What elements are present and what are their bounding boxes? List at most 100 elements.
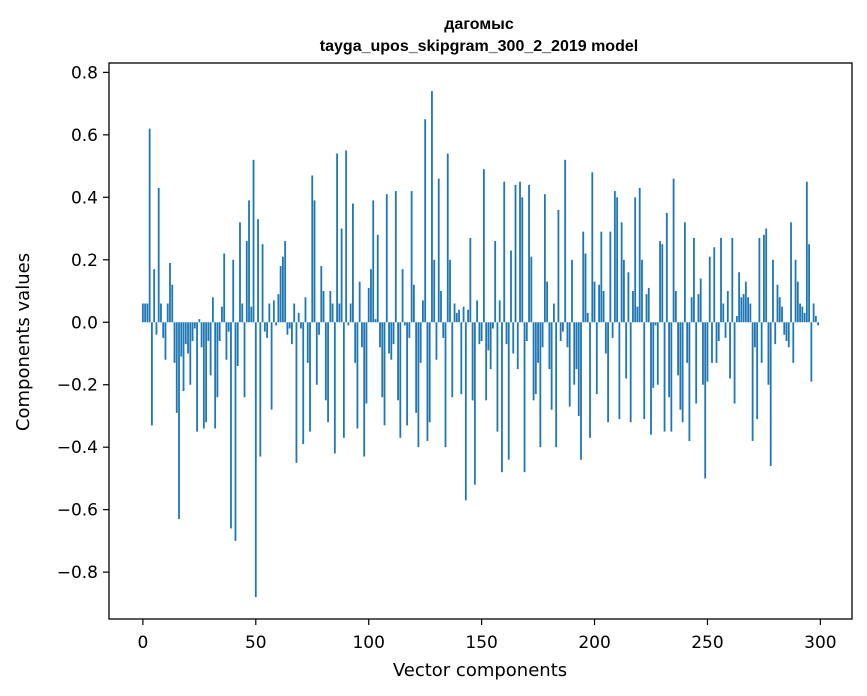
bar-281 <box>776 284 779 323</box>
bar-0 <box>141 303 144 323</box>
bar-297 <box>812 303 815 323</box>
bar-245 <box>695 322 698 404</box>
bar-14 <box>173 322 176 363</box>
bar-161 <box>505 322 508 345</box>
bar-6 <box>155 322 158 335</box>
bar-1 <box>144 303 147 323</box>
bar-152 <box>485 322 488 401</box>
bar-67 <box>293 303 296 323</box>
bar-220 <box>638 187 641 323</box>
bar-273 <box>758 237 761 323</box>
bar-241 <box>686 322 689 363</box>
bar-234 <box>670 322 673 432</box>
bar-250 <box>706 322 709 382</box>
bar-214 <box>625 322 628 379</box>
bar-124 <box>422 300 424 323</box>
bar-85 <box>333 322 336 454</box>
bar-65 <box>288 322 291 329</box>
bar-238 <box>679 322 682 410</box>
bar-190 <box>571 259 573 323</box>
bar-80 <box>322 291 325 323</box>
bar-276 <box>765 228 768 323</box>
bar-286 <box>787 322 790 348</box>
bar-256 <box>720 237 722 323</box>
bar-119 <box>410 191 413 323</box>
bar-219 <box>636 306 639 323</box>
bar-25 <box>198 319 201 323</box>
bar-35 <box>221 306 223 323</box>
bar-193 <box>577 322 580 416</box>
bar-264 <box>738 272 740 323</box>
bar-233 <box>668 322 670 398</box>
bar-157 <box>496 322 499 432</box>
bar-263 <box>735 316 738 323</box>
bar-265 <box>740 297 743 323</box>
bar-239 <box>681 322 684 423</box>
bar-90 <box>345 150 348 323</box>
bar-86 <box>336 153 338 323</box>
bar-228 <box>656 322 659 385</box>
bar-282 <box>778 297 781 323</box>
bar-221 <box>641 259 643 323</box>
bar-135 <box>446 153 449 323</box>
bar-166 <box>516 322 519 370</box>
bar-147 <box>473 322 476 485</box>
chart-subtitle: tayga_upos_skipgram_300_2_2019 model <box>320 38 638 55</box>
bar-201 <box>595 322 598 395</box>
bar-258 <box>724 322 727 338</box>
plot-frame <box>108 62 853 620</box>
bar-series <box>141 91 820 598</box>
bar-209 <box>613 191 616 323</box>
bar-45 <box>243 322 246 398</box>
y-tick-label: 0.4 <box>71 188 98 208</box>
bar-278 <box>769 322 772 466</box>
bar-78 <box>318 322 320 335</box>
bar-269 <box>749 303 752 323</box>
bar-176 <box>539 322 542 448</box>
bar-231 <box>663 322 666 432</box>
bar-118 <box>408 322 411 338</box>
bar-142 <box>462 306 465 323</box>
bar-271 <box>753 322 756 348</box>
bar-162 <box>507 322 510 460</box>
bar-153 <box>487 322 490 351</box>
bar-173 <box>532 322 535 401</box>
bar-93 <box>352 203 354 323</box>
bar-203 <box>600 231 603 323</box>
bar-175 <box>537 322 539 363</box>
bar-291 <box>799 303 801 323</box>
bar-207 <box>609 231 612 323</box>
x-tick-label: 50 <box>245 633 267 653</box>
bar-132 <box>440 291 442 323</box>
bar-79 <box>320 266 323 323</box>
bar-111 <box>392 322 395 345</box>
bar-187 <box>564 159 567 323</box>
bar-140 <box>458 309 460 323</box>
bar-277 <box>767 322 770 385</box>
bar-168 <box>521 197 524 323</box>
bar-192 <box>575 322 578 370</box>
bar-292 <box>801 306 804 323</box>
bar-110 <box>390 322 393 360</box>
bar-19 <box>184 322 187 345</box>
x-tick-label: 300 <box>804 633 836 653</box>
bar-23 <box>193 322 196 329</box>
bar-4 <box>151 322 153 426</box>
bar-261 <box>731 237 734 323</box>
bar-61 <box>279 266 282 323</box>
bar-169 <box>523 322 526 473</box>
bar-165 <box>514 184 517 323</box>
bar-160 <box>503 181 506 323</box>
bar-133 <box>442 322 445 338</box>
bar-10 <box>164 322 167 360</box>
bar-248 <box>702 322 704 385</box>
bar-170 <box>525 322 528 341</box>
bar-154 <box>489 322 492 370</box>
bar-102 <box>372 200 375 323</box>
bar-255 <box>717 322 720 341</box>
x-tick-label: 150 <box>465 633 497 653</box>
bar-17 <box>180 322 183 357</box>
bar-40 <box>232 259 235 323</box>
bar-143 <box>464 322 467 501</box>
bar-94 <box>354 322 357 363</box>
